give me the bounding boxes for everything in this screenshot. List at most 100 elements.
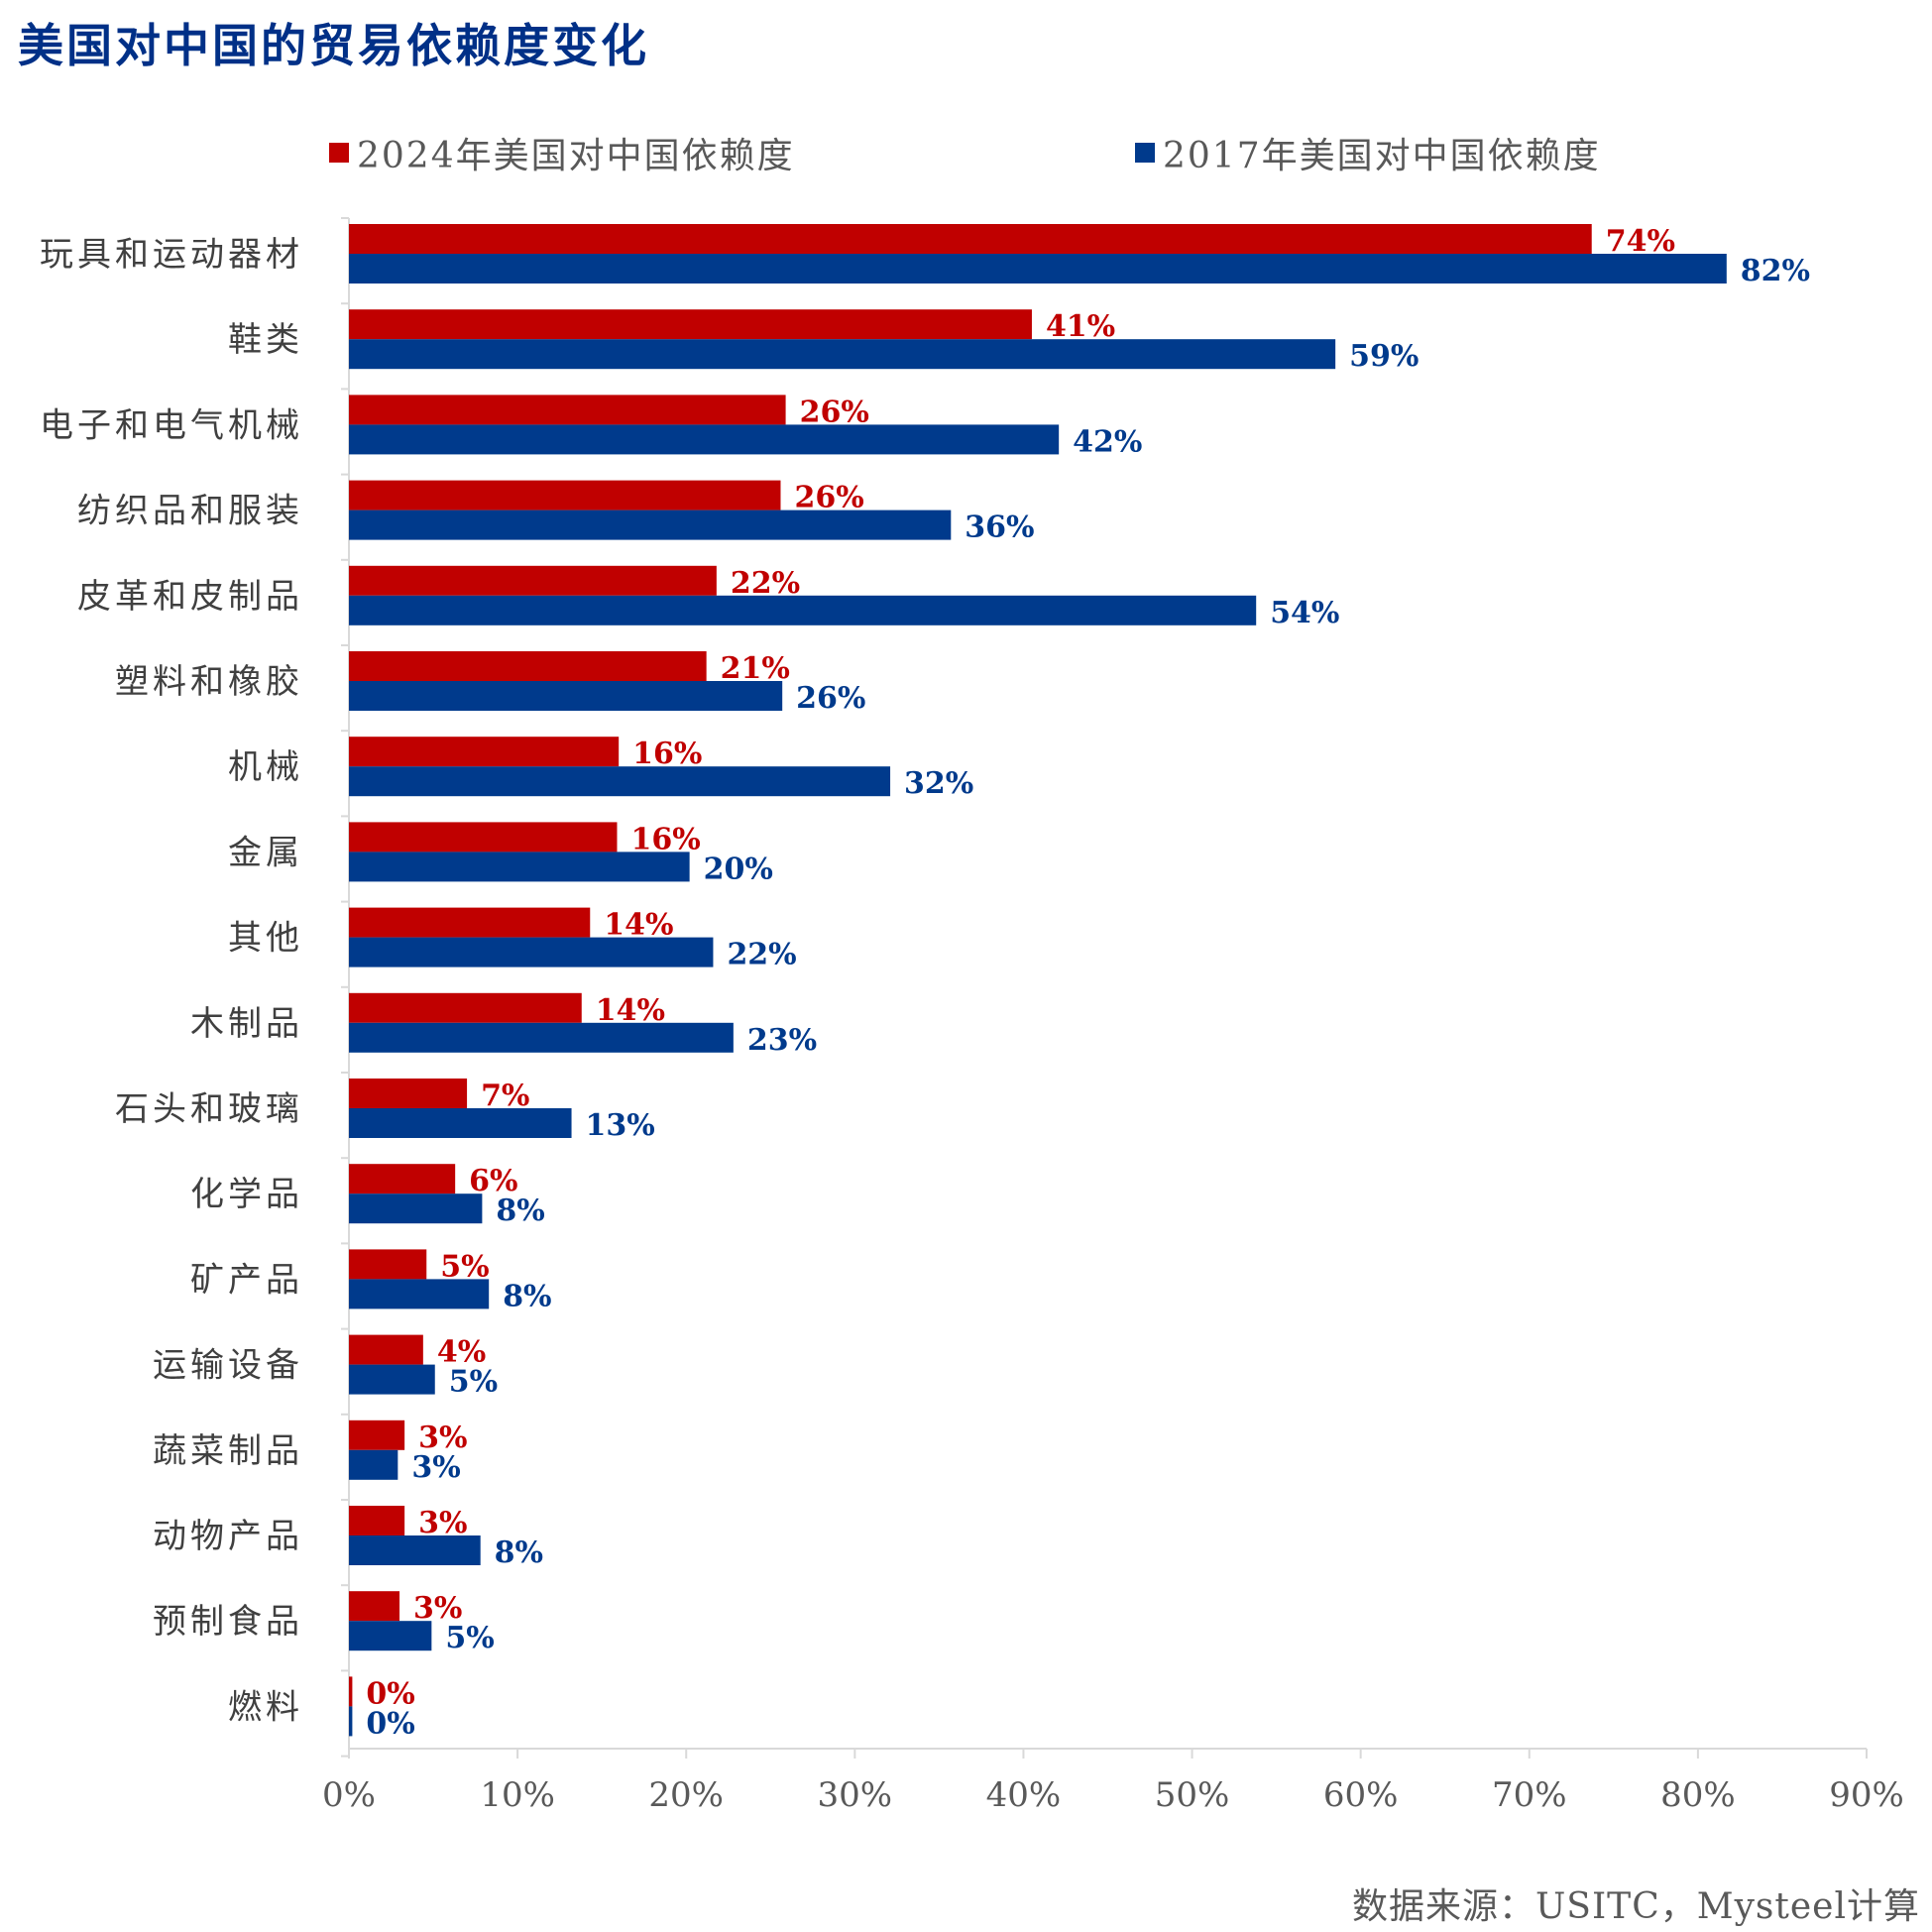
category-label: 预制食品 [153,1602,303,1642]
data-label-2017: 8% [496,1193,544,1228]
chart-title: 美国对中国的贸易依赖度变化 [18,19,649,72]
category-label: 皮革和皮制品 [77,577,303,617]
bar-2024 [349,822,618,852]
value-tick-label: 70% [1492,1775,1567,1815]
bar-2017 [349,510,952,540]
bar-2017 [349,339,1336,370]
bar-2024 [349,1676,353,1707]
category-label: 运输设备 [153,1346,303,1386]
category-label: 电子和电气机械 [40,405,303,445]
data-label-2024: 14% [604,908,673,943]
value-tick-label: 0% [322,1775,376,1815]
bar-2017 [349,1108,572,1138]
bar-2024 [349,309,1032,340]
bar-2024 [349,907,591,938]
legend-label-2017: 2017年美国对中国依赖度 [1163,136,1601,176]
data-label-2024: 21% [721,651,790,686]
category-label: 纺织品和服装 [77,492,303,531]
category-label: 动物产品 [153,1517,303,1556]
data-label-2024: 3% [418,1506,467,1540]
data-label-2017: 36% [965,511,1034,545]
bar-2017 [349,1022,734,1053]
bar-2017 [349,1449,398,1480]
data-label-2017: 54% [1270,596,1339,630]
value-tick-label: 60% [1323,1775,1399,1815]
bar-2024 [349,395,786,425]
bar-2024 [349,1249,427,1280]
data-label-2024: 3% [418,1421,467,1455]
data-label-2024: 7% [481,1079,529,1113]
data-label-2024: 41% [1046,309,1115,344]
data-label-2017: 20% [704,852,773,886]
category-label: 金属 [228,833,303,872]
category-label: 机械 [228,747,303,787]
data-label-2017: 3% [411,1450,460,1485]
data-label-2024: 14% [596,993,665,1028]
data-label-2024: 26% [800,395,869,429]
bar-2024 [349,1420,405,1450]
legend-swatch-2017 [1135,143,1155,163]
data-label-2017: 26% [796,681,865,716]
data-label-2017: 0% [366,1706,414,1741]
value-tick-label: 20% [648,1775,724,1815]
legend-swatch-2024 [329,143,349,163]
bar-2024 [349,1079,468,1108]
bar-2017 [349,424,1060,455]
category-label: 木制品 [190,1004,303,1044]
data-label-2024: 74% [1606,224,1675,259]
value-tick-label: 50% [1155,1775,1230,1815]
value-tick-label: 90% [1829,1775,1904,1815]
category-label: 其他 [228,919,303,959]
bar-2024 [349,224,1592,254]
category-label: 鞋类 [228,320,303,360]
bar-2017 [349,1193,483,1224]
category-label: 塑料和橡胶 [115,662,303,702]
bar-2017 [349,937,714,967]
bar-2024 [349,565,717,596]
data-label-2017: 32% [904,766,973,801]
data-label-2017: 8% [495,1535,543,1570]
bar-2017 [349,1279,490,1309]
data-label-2017: 22% [727,938,796,972]
category-label: 蔬菜制品 [153,1431,303,1471]
data-label-2017: 23% [747,1023,817,1058]
data-label-2024: 26% [794,481,863,515]
data-label-2024: 16% [632,737,702,771]
bar-2017 [349,681,783,711]
data-label-2017: 5% [449,1365,498,1400]
data-label-2017: 5% [445,1621,494,1655]
data-label-2024: 3% [413,1591,462,1626]
value-tick-label: 80% [1660,1775,1736,1815]
data-label-2024: 0% [366,1676,414,1711]
category-label: 石头和玻璃 [115,1089,303,1129]
data-label-2017: 8% [503,1279,551,1313]
data-label-2024: 16% [630,822,700,856]
value-tick-label: 30% [818,1775,893,1815]
bar-2024 [349,651,707,681]
data-label-2017: 42% [1073,424,1142,459]
data-label-2024: 5% [440,1249,489,1284]
bar-2024 [349,1164,456,1194]
data-source-note: 数据来源：USITC，Mysteel计算 [1351,1886,1920,1927]
bar-2017 [349,254,1727,284]
data-label-2017: 82% [1741,254,1810,288]
bar-2024 [349,1334,423,1365]
category-label: 矿产品 [190,1260,303,1300]
data-label-2024: 22% [731,566,800,601]
bar-2017 [349,766,891,797]
data-label-2017: 59% [1349,339,1419,374]
bar-2017 [349,1706,353,1737]
category-label: 燃料 [228,1687,303,1727]
legend-item-2024: 2024年美国对中国依赖度 [329,127,795,178]
value-tick-label: 10% [480,1775,555,1815]
category-label: 化学品 [190,1175,303,1214]
bar-2024 [349,1506,405,1535]
data-label-2017: 13% [586,1108,655,1143]
bar-2024 [349,1591,400,1622]
bar-2017 [349,1621,432,1651]
bar-2017 [349,852,690,882]
legend-label-2024: 2024年美国对中国依赖度 [357,136,795,176]
bar-2024 [349,992,582,1023]
category-label: 玩具和运动器材 [40,235,303,275]
